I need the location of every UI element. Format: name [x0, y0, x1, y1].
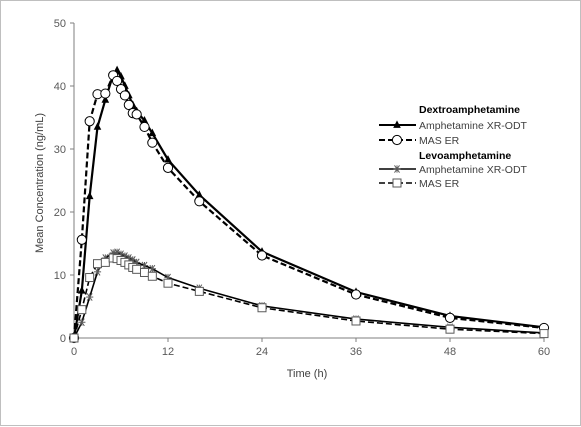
y-tick-label: 40: [54, 81, 66, 93]
x-tick-label: 48: [444, 346, 456, 358]
data-point: [194, 286, 204, 296]
x-tick-label: 60: [538, 346, 550, 358]
data-point: [147, 137, 158, 148]
data-point: [132, 264, 142, 274]
data-point: [78, 318, 86, 327]
data-point: [77, 305, 87, 315]
legend-label-dextro-maser: MAS ER: [419, 135, 460, 147]
y-tick-label: 50: [54, 18, 66, 30]
x-tick-label: 0: [71, 346, 77, 358]
data-point: [164, 155, 172, 163]
data-point: [163, 278, 173, 288]
y-tick-label: 20: [54, 207, 66, 219]
legend: Dextroamphetamine Amphetamine XR-ODT MAS…: [379, 104, 528, 190]
data-point: [100, 257, 110, 267]
data-point: [140, 267, 149, 277]
data-point: [119, 90, 131, 101]
data-point: [93, 267, 102, 276]
x-tick-label: 24: [256, 346, 268, 358]
data-point: [85, 191, 94, 200]
data-point: [256, 250, 268, 261]
legend-heading-dextro: Dextroamphetamine: [419, 104, 520, 116]
data-point: [131, 109, 142, 120]
legend-label-levo-xrodt: Amphetamine XR-ODT: [419, 164, 528, 176]
data-point: [147, 271, 157, 281]
data-point: [140, 116, 149, 124]
x-axis-title: Time (h): [287, 368, 328, 380]
data-point: [101, 95, 110, 103]
data-point: [111, 75, 123, 87]
series-levoamphetamine-mas-er: [69, 253, 549, 343]
data-point: [445, 324, 455, 334]
data-point: [93, 259, 102, 269]
series-levoamphetamine-amphetamine-xr-odt: [70, 248, 548, 342]
series-line: [72, 68, 545, 339]
data-point: [140, 261, 149, 270]
data-point: [162, 162, 174, 173]
tick-labels: 0 10 20 30 40 50 0 12 24 36 48 60: [54, 18, 550, 358]
data-point: [93, 122, 102, 130]
legend-label-dextro-xrodt: Amphetamine XR-ODT: [419, 120, 528, 132]
legend-swatch-dextroamphetamine-mas-er: [379, 134, 416, 146]
data-point: [351, 316, 361, 326]
data-point: [539, 329, 549, 339]
data-point: [78, 286, 86, 294]
data-point: [194, 196, 205, 207]
data-point: [123, 99, 134, 111]
data-point: [76, 234, 87, 245]
legend-swatch-dextroamphetamine-amphetamine-xr-odt: [379, 120, 416, 128]
data-point: [84, 116, 95, 127]
data-point: [350, 289, 362, 300]
series-dextroamphetamine-mas-er: [68, 70, 550, 344]
data-point: [444, 312, 456, 323]
legend-swatch-levoamphetamine-mas-er: [379, 178, 416, 188]
y-tick-label: 10: [54, 270, 66, 282]
data-point: [86, 293, 94, 301]
y-tick-label: 0: [60, 333, 66, 345]
data-point: [195, 190, 204, 198]
data-point: [85, 273, 95, 283]
y-tick-label: 30: [54, 144, 66, 156]
axes: [70, 22, 545, 342]
x-tick-label: 36: [350, 346, 362, 358]
y-axis-title: Mean Concentration (ng/mL): [34, 113, 46, 253]
data-point: [148, 264, 156, 273]
data-point: [69, 333, 79, 343]
data-point: [257, 303, 267, 313]
legend-swatch-levoamphetamine-amphetamine-xr-odt: [379, 165, 416, 173]
x-tick-label: 12: [162, 346, 174, 358]
legend-heading-levo: Levoamphetamine: [419, 150, 511, 162]
legend-label-levo-maser: MAS ER: [419, 178, 460, 190]
series-layer: [68, 65, 550, 344]
data-point: [100, 88, 111, 99]
data-point: [148, 128, 157, 137]
data-point: [139, 121, 150, 133]
